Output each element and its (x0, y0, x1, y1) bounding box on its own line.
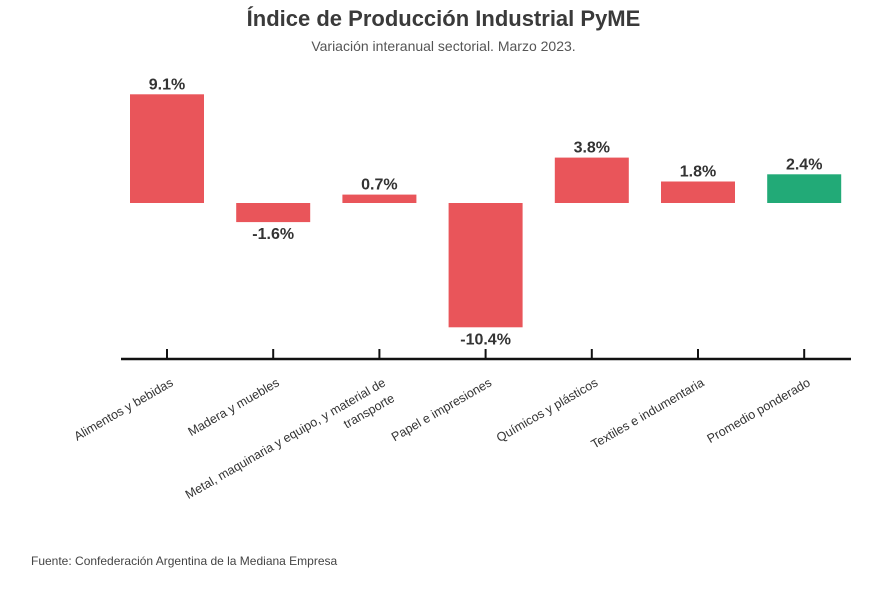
category-label-5: Textiles e indumentaria (589, 375, 707, 451)
category-label-2: Metal, maquinaria y equipo, y material d… (183, 375, 397, 517)
data-label-5: 1.8% (680, 164, 716, 181)
bar-2 (342, 194, 417, 203)
category-label-4-line-0: Químicos y plásticos (494, 375, 600, 444)
category-label-1: Madera y muebles (186, 375, 282, 439)
category-label-6-line-0: Promedio ponderado (705, 375, 813, 446)
chart-title: Índice de Producción Industrial PyME (246, 6, 641, 31)
data-label-1: -1.6% (252, 226, 294, 243)
bar-1 (236, 203, 311, 223)
data-label-0: 9.1% (149, 76, 185, 93)
data-label-3: -10.4% (460, 331, 511, 348)
bar-5 (661, 181, 735, 203)
bar-4 (554, 157, 629, 203)
category-label-2-line-0: Metal, maquinaria y equipo, y material d… (183, 375, 388, 501)
category-label-4: Químicos y plásticos (494, 375, 600, 444)
data-label-6: 2.4% (786, 156, 822, 173)
bar-6 (767, 174, 842, 203)
category-label-3: Papel e impresiones (389, 375, 494, 444)
data-label-4: 3.8% (574, 140, 610, 157)
category-label-6: Promedio ponderado (705, 375, 813, 446)
category-label-3-line-0: Papel e impresiones (389, 375, 494, 444)
data-label-2: 0.7% (361, 177, 397, 194)
category-label-5-line-0: Textiles e indumentaria (589, 375, 707, 451)
source-note: Fuente: Confederación Argentina de la Me… (31, 554, 338, 568)
chart-subtitle: Variación interanual sectorial. Marzo 20… (311, 38, 576, 54)
bar-0 (130, 94, 204, 203)
category-label-0: Alimentos y bebidas (72, 375, 176, 443)
bar-3 (448, 203, 523, 328)
category-label-0-line-0: Alimentos y bebidas (72, 375, 176, 443)
category-label-1-line-0: Madera y muebles (186, 375, 282, 439)
